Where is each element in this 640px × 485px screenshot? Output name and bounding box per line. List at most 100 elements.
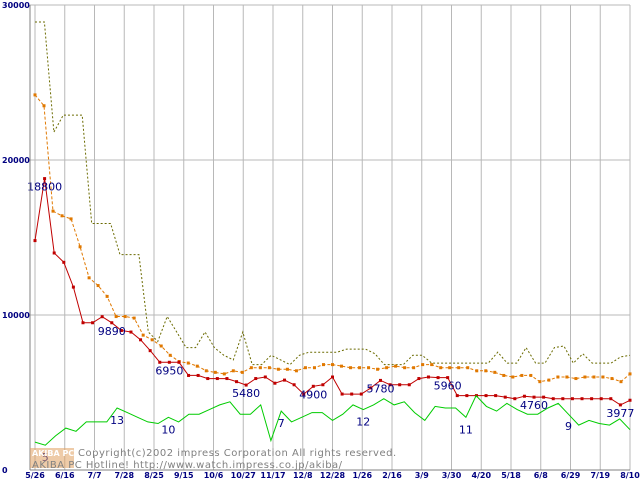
series-line-stores [34,394,631,446]
y-tick-label: 30000 [2,1,30,10]
series-point-min [532,395,536,399]
data-label-stores: 7 [278,417,285,430]
series-point-avg [141,333,145,337]
series-point-min [71,285,75,289]
series-point-min [340,392,344,396]
series-point-avg [114,315,118,319]
series-point-min [398,383,402,387]
series-point-avg [213,370,217,374]
series-point-avg [285,367,289,371]
data-label-stores: 11 [459,423,473,436]
series-point-min [302,392,306,396]
series-point-avg [240,370,244,374]
data-label-min: 4900 [299,388,327,401]
series-point-avg [249,366,253,370]
series-point-avg [511,375,515,379]
series-point-avg [565,375,569,379]
series-point-min [542,395,546,399]
series-line-max [35,21,631,366]
series-point-min [417,377,421,381]
x-tick-label: 2/16 [382,471,402,480]
logo-background [30,448,74,468]
x-tick-label: 3/30 [442,471,462,480]
x-tick-label: 4/20 [471,471,491,480]
series-point-min [618,403,622,407]
series-point-avg [502,373,506,377]
series-point-min [62,260,66,264]
series-point-min [503,395,507,399]
data-label-min: 3977 [606,407,634,420]
series-point-avg [168,353,172,357]
series-point-avg [60,214,64,218]
series-point-min [465,394,469,398]
series-point-min [110,321,114,325]
series-point-min [580,397,584,401]
series-point-avg [394,364,398,368]
series-point-min [378,378,382,382]
series-point-min [91,321,95,325]
data-label-min: 9890 [98,325,126,338]
logo-text: AKIBA PC Hotline! [32,449,113,458]
series-point-avg [69,217,73,221]
series-point-avg [601,375,605,379]
data-label-stores: 9 [565,420,572,433]
series-point-min [196,373,200,377]
y-tick-label: 10000 [2,311,30,320]
series-point-avg [574,377,578,381]
data-label-min: 5480 [232,387,260,400]
series-point-avg [276,367,280,371]
series-point-min [254,377,258,381]
copyright-line-2: AKIBA PC Hotline! http://www.watch.impre… [32,460,343,471]
series-point-min [225,377,229,381]
series-point-avg [132,316,136,320]
series-point-min [494,394,498,398]
series-point-min [388,383,392,387]
series-point-min [206,377,210,381]
x-tick-label: 7/19 [590,471,610,480]
series-point-avg [96,284,100,288]
series-point-min [273,381,277,385]
series-point-min [167,360,171,364]
series-point-avg [312,366,316,370]
series-point-min [263,375,267,379]
data-label-min: 5960 [434,380,462,393]
series-point-min [215,377,219,381]
data-label-stores: 10 [161,423,175,436]
series-point-avg [610,377,614,381]
series-point-avg [51,209,55,213]
series-point-min [407,383,411,387]
series-point-avg [204,369,208,373]
series-point-avg [628,372,632,376]
series-point-avg [294,369,298,373]
series-point-avg [475,369,479,373]
series-point-min [311,384,315,388]
series-point-min [609,397,613,401]
series-point-min [590,397,594,401]
series-point-avg [358,366,362,370]
series-point-avg [592,375,596,379]
series-point-avg [385,366,389,370]
series-point-min [484,394,488,398]
series-point-avg [466,366,470,370]
series-point-avg [105,294,109,298]
series-point-min [33,239,37,243]
series-point-min [359,392,363,396]
series-point-avg [457,366,461,370]
series-point-min [177,360,181,364]
series-point-avg [520,373,524,377]
series-point-avg [87,276,91,280]
series-point-min [436,376,440,380]
watermark: AKIBA PC Hotline! Copyright(c)2002 impre… [30,448,396,471]
x-tick-label: 6/29 [561,471,581,480]
series-point-avg [33,93,37,97]
series-point-min [446,376,450,380]
series-point-avg [159,344,163,348]
y-tick-label: 20000 [2,156,30,165]
x-tick-label: 12/8 [293,471,313,480]
series-point-avg [421,363,425,367]
x-tick-label: 9/15 [174,471,194,480]
data-labels: 1880098906950548049005780596047603977513… [27,181,634,465]
